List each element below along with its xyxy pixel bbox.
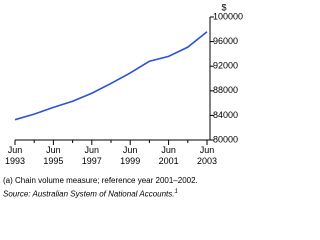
- source-text: Source: Australian System of National Ac…: [3, 189, 175, 199]
- x-tick-label: Jun 2003: [196, 145, 218, 166]
- y-tick-label: 96000: [213, 36, 238, 46]
- x-tick-label: Jun 1997: [81, 145, 102, 166]
- y-tick-label: 100000: [213, 11, 243, 21]
- x-tick-label: Jun 1999: [120, 145, 141, 166]
- x-tick-label: Jun 1995: [43, 145, 64, 166]
- y-tick-label: 92000: [213, 61, 238, 71]
- footnote: (a) Chain volume measure; reference year…: [3, 176, 198, 185]
- chart-svg: $ 80000 84000 88000 92000 96000 100000: [14, 2, 243, 145]
- y-axis-label: $: [221, 2, 226, 12]
- chart: $ 80000 84000 88000 92000 96000 100000 (a) Ch…: [3, 2, 243, 199]
- source: Source: Australian System of National Ac…: [3, 189, 178, 199]
- y-tick-label: 84000: [213, 110, 238, 120]
- line-series: [14, 31, 208, 121]
- x-tick-label: Jun 2001: [158, 145, 179, 166]
- x-tick-label: Jun 1993: [4, 145, 26, 166]
- y-tick-label: 88000: [213, 85, 238, 95]
- source-ref: 1: [174, 189, 178, 195]
- y-tick-label: 80000: [213, 134, 238, 144]
